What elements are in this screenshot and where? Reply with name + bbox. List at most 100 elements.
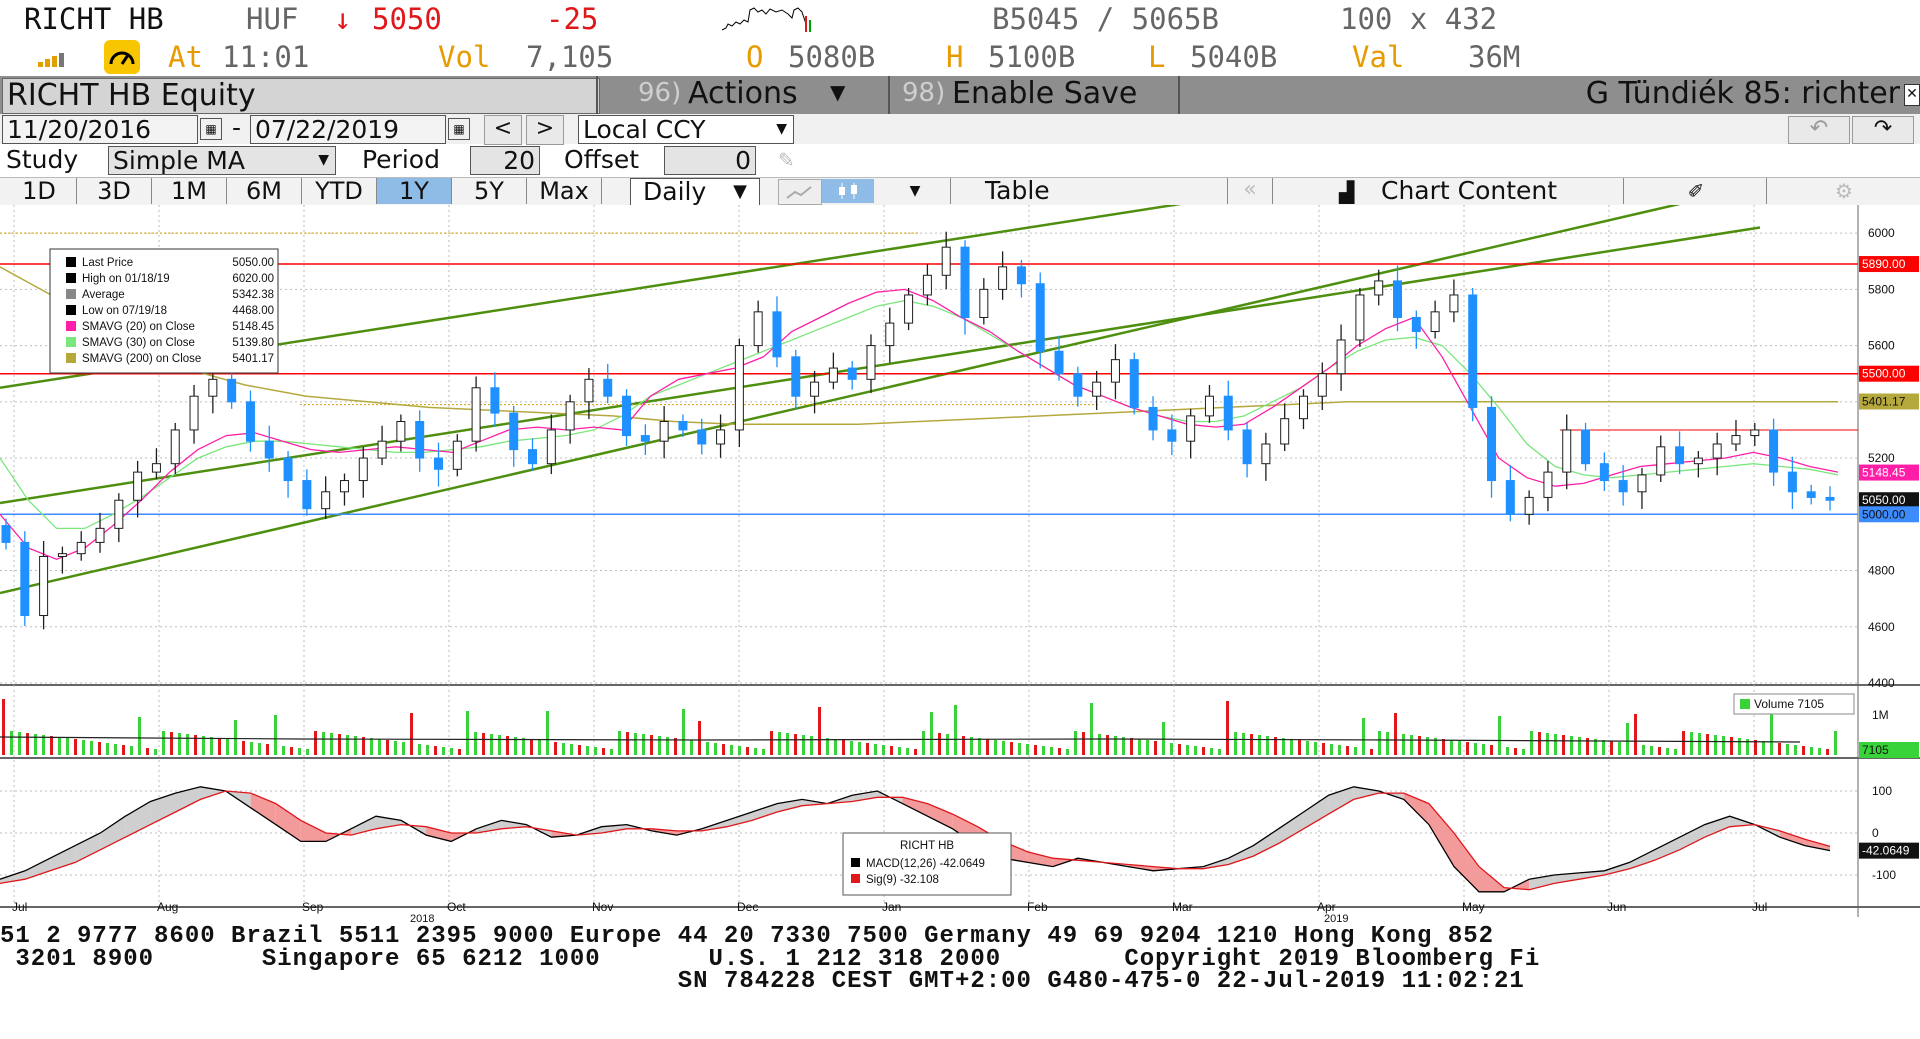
volume-bar	[826, 738, 829, 755]
candle-body	[904, 294, 914, 324]
candle-body	[716, 429, 726, 445]
volume-bar	[866, 743, 869, 755]
range-dash: -	[232, 113, 242, 142]
candle-body	[528, 449, 538, 465]
volume-bar	[626, 732, 629, 755]
tab-5y[interactable]: 5Y	[452, 178, 527, 204]
volume-bar	[170, 732, 173, 755]
undo-button[interactable]: ↶	[1788, 116, 1850, 144]
volume-bar	[946, 734, 949, 755]
period-field[interactable]: 20	[470, 146, 540, 175]
volume-bar	[1642, 745, 1645, 755]
volume-bar	[1434, 738, 1437, 755]
volume-bar	[794, 734, 797, 755]
quote-open: 5080B	[788, 40, 876, 74]
macd-legend-swatch	[851, 874, 860, 883]
end-date-field[interactable]: 07/22/2019	[250, 115, 446, 144]
study-select[interactable]: Simple MA ▼	[108, 146, 336, 175]
last-price-tag-text: 5050.00	[1862, 493, 1906, 507]
candle-body	[1204, 395, 1214, 417]
enable-save-button[interactable]: 98) Enable Save	[888, 76, 1180, 114]
candle-body	[810, 381, 820, 397]
speedometer-icon[interactable]	[104, 40, 140, 74]
candle-body	[753, 311, 763, 347]
macd-fill	[1428, 803, 1454, 867]
actions-menu[interactable]: 96) Actions ▼	[596, 76, 890, 114]
start-date-field[interactable]: 11/20/2016	[2, 115, 198, 144]
channel-mid-line	[0, 226, 1761, 505]
volume-bar	[1482, 744, 1485, 755]
volume-bar	[1562, 735, 1565, 755]
tab-1y[interactable]: 1Y	[377, 178, 452, 204]
macd-fill	[75, 833, 101, 863]
close-icon[interactable]: ✕	[1904, 84, 1920, 106]
volume-bar	[466, 711, 469, 755]
volume-bar	[1458, 741, 1461, 755]
chevron-down-icon[interactable]: ▼	[909, 183, 921, 199]
volume-bar	[1602, 740, 1605, 755]
table-button[interactable]: Table	[950, 176, 1228, 205]
actions-label: Actions	[688, 76, 798, 111]
volume-bar	[858, 742, 861, 755]
redo-button[interactable]: ↷	[1852, 116, 1914, 144]
x-tick-label: Feb	[1027, 900, 1048, 914]
y-tick-label: 5800	[1868, 282, 1895, 296]
volume-bar	[1418, 736, 1421, 755]
macd-fill	[300, 820, 326, 842]
macd-fill	[25, 858, 51, 880]
legend-swatch	[66, 337, 76, 347]
offset-field[interactable]: 0	[664, 146, 756, 175]
period-label: Period	[362, 145, 440, 174]
line-chart-icon[interactable]	[778, 179, 822, 205]
macd-fill	[1804, 839, 1830, 851]
sma20-tag-text: 5148.45	[1862, 466, 1906, 480]
calendar-icon[interactable]: ▦	[200, 118, 222, 140]
sparkline-icon	[721, 7, 811, 32]
resistance-tag	[1859, 365, 1919, 382]
tab-6m[interactable]: 6M	[227, 178, 302, 204]
volume-bar	[258, 743, 261, 755]
price-chart[interactable]: Jul Aug Sep Oct Nov Dec Jan Feb Mar Apr May Jun Jul 6…	[0, 205, 1920, 925]
candle-body	[1599, 463, 1609, 482]
x-tick-label: Mar	[1172, 900, 1193, 914]
volume-bar	[66, 738, 69, 755]
tab-3d[interactable]: 3D	[77, 178, 152, 204]
chart-content-button[interactable]: ▟ Chart Content	[1272, 176, 1624, 205]
volume-bar	[1618, 742, 1621, 755]
legend-swatch	[66, 289, 76, 299]
previous-range-button[interactable]: <	[484, 115, 522, 145]
chevron-down-icon: ▼	[830, 80, 846, 104]
volume-bar	[1298, 740, 1301, 755]
macd-legend-swatch	[851, 858, 860, 867]
resistance-tag-text: 5500.00	[1862, 367, 1906, 381]
timeframe-bar	[0, 177, 1920, 207]
macd-fill	[1704, 816, 1730, 838]
tab-max[interactable]: Max	[527, 178, 602, 204]
frequency-select[interactable]: Daily ▼	[630, 177, 760, 206]
annotation-icon[interactable]: ✐	[1626, 178, 1767, 204]
volume-bar	[354, 736, 357, 755]
volume-bar	[1394, 713, 1397, 755]
tab-ytd[interactable]: YTD	[302, 178, 377, 204]
candle-body	[377, 440, 387, 459]
security-field[interactable]: RICHT HB Equity	[2, 78, 600, 114]
collapse-left-icon[interactable]: «	[1243, 177, 1257, 202]
volume-bar	[1610, 741, 1613, 755]
pencil-icon[interactable]: ✎	[778, 148, 795, 172]
frequency-value: Daily	[643, 177, 707, 206]
volume-bar	[474, 732, 477, 755]
volume-bar	[1098, 734, 1101, 755]
currency-select[interactable]: Local CCY ▼	[578, 115, 794, 144]
calendar-icon[interactable]: ▦	[448, 118, 470, 140]
next-range-button[interactable]: >	[526, 115, 564, 145]
gear-icon[interactable]: ⚙	[1835, 179, 1853, 203]
y-tick-label: 5200	[1868, 451, 1895, 465]
tab-1m[interactable]: 1M	[152, 178, 227, 204]
volume-bar	[546, 711, 549, 755]
volume-bar	[722, 744, 725, 755]
legend-swatch	[66, 321, 76, 331]
quote-currency: HUF	[246, 2, 299, 36]
tab-1d[interactable]: 1D	[2, 178, 77, 204]
candle-chart-icon[interactable]	[822, 179, 874, 203]
volume-bar	[1306, 741, 1309, 755]
